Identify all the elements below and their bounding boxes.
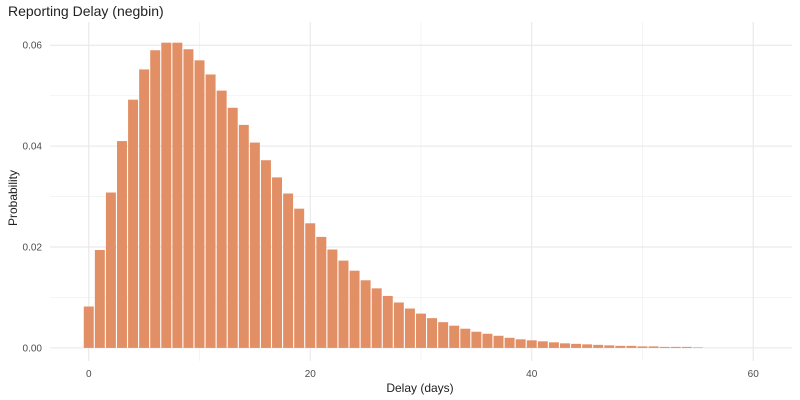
bar bbox=[117, 141, 127, 348]
bar bbox=[283, 193, 294, 348]
y-tick-label: 0.04 bbox=[23, 142, 43, 153]
bar bbox=[449, 325, 460, 348]
bar bbox=[183, 49, 194, 348]
y-axis-title: Probability bbox=[6, 170, 20, 226]
y-tick-label: 0.02 bbox=[23, 242, 43, 253]
x-tick-label: 0 bbox=[86, 369, 92, 380]
bar bbox=[150, 50, 161, 348]
bar bbox=[227, 107, 238, 348]
bar bbox=[571, 343, 582, 348]
bar bbox=[670, 346, 681, 348]
bar bbox=[582, 344, 593, 348]
bar bbox=[382, 295, 393, 348]
bar bbox=[604, 345, 615, 348]
bar bbox=[272, 177, 283, 348]
bar bbox=[471, 331, 482, 348]
tick-layer: 0 20 40 60 0.00 0.02 0.04 0.06 bbox=[23, 41, 760, 380]
chart-title: Reporting Delay (negbin) bbox=[8, 3, 164, 19]
bar bbox=[139, 69, 150, 348]
bar bbox=[526, 340, 537, 348]
y-tick-label: 0.00 bbox=[23, 343, 43, 354]
bar bbox=[238, 124, 249, 348]
bar bbox=[327, 249, 338, 348]
bar bbox=[338, 260, 349, 348]
bar bbox=[404, 308, 415, 348]
x-tick-label: 60 bbox=[748, 369, 760, 380]
bar bbox=[460, 328, 471, 348]
bar bbox=[438, 322, 449, 348]
bar bbox=[548, 342, 559, 348]
bar bbox=[692, 347, 703, 348]
bar bbox=[593, 344, 604, 348]
x-tick-label: 40 bbox=[526, 369, 538, 380]
bar bbox=[105, 192, 116, 348]
bar bbox=[659, 346, 670, 348]
bar bbox=[559, 343, 570, 348]
bar bbox=[249, 142, 260, 348]
bar bbox=[216, 90, 227, 348]
bar bbox=[194, 60, 205, 348]
bar bbox=[504, 337, 515, 348]
bar bbox=[493, 335, 504, 348]
bar bbox=[515, 339, 526, 348]
bar bbox=[537, 341, 548, 348]
bar bbox=[161, 42, 172, 348]
bar bbox=[316, 236, 327, 348]
bar bbox=[371, 288, 382, 348]
bar bbox=[349, 270, 360, 348]
bar bbox=[128, 99, 139, 348]
bar bbox=[427, 318, 438, 348]
x-tick-label: 20 bbox=[305, 369, 317, 380]
bar bbox=[94, 250, 105, 348]
bar bbox=[305, 223, 316, 348]
bar bbox=[294, 208, 305, 348]
y-tick-label: 0.06 bbox=[23, 41, 43, 52]
bar-layer bbox=[83, 42, 703, 348]
bar bbox=[482, 333, 493, 348]
bar bbox=[416, 313, 426, 348]
bar bbox=[260, 160, 271, 348]
bar bbox=[205, 74, 216, 348]
bar bbox=[360, 280, 371, 348]
bar bbox=[626, 345, 637, 348]
bar bbox=[172, 42, 183, 348]
bar bbox=[615, 345, 626, 348]
bar bbox=[681, 346, 692, 348]
x-axis-title: Delay (days) bbox=[386, 381, 453, 395]
bar bbox=[648, 346, 659, 348]
bar bbox=[393, 302, 404, 348]
bar bbox=[637, 346, 648, 348]
bar bbox=[83, 306, 94, 348]
